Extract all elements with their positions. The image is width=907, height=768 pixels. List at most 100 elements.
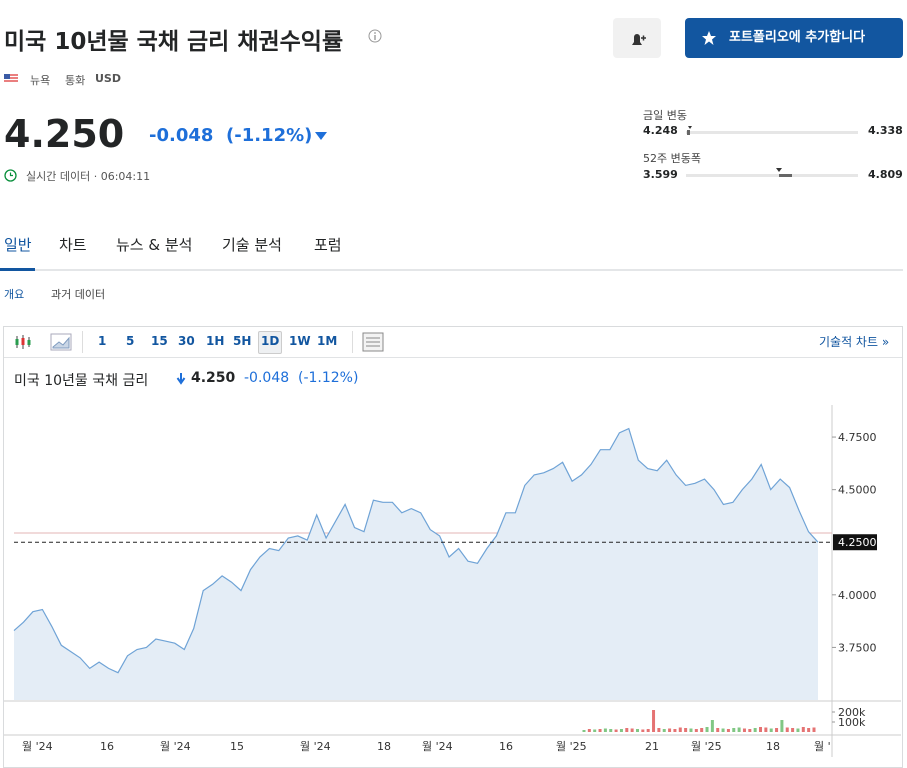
x-tick-label: 16 [499,740,513,753]
interval[interactable]: 1 [98,334,107,348]
volume-tick-label: 100k [838,716,866,729]
y-tick-label: 4.5000 [838,484,877,497]
subtab[interactable]: 과거 데이터 [51,288,106,301]
volume-bar [737,727,741,732]
technical-chart-link[interactable]: 기술적 차트 » [819,335,890,349]
location: 뉴욕 [30,74,51,87]
range-high: 4.809 [868,168,903,181]
interval[interactable]: 1W [289,334,311,348]
tab-underline [0,268,35,271]
line [13,427,819,674]
interval[interactable]: 30 [178,334,195,348]
x-tick-label: 21 [645,740,659,753]
volume-bar [721,728,725,732]
toolbar-rule [4,357,902,358]
interval[interactable]: 15 [151,334,168,348]
chart-title: 미국 10년물 국채 금리 [14,373,149,389]
volume-bar [598,729,602,732]
x-tick-label: 월 '25 [691,740,722,753]
volume-tick-label: 200k [838,706,866,719]
tab-rule [0,269,903,271]
subtab[interactable]: 개요 [4,288,25,301]
interval[interactable]: 1M [317,334,338,348]
range-bar [686,168,858,177]
interval[interactable]: 5 [126,334,135,348]
x-tick-label: 월 '24 [300,740,331,753]
chart-type-icons[interactable] [14,333,78,351]
currency-label: 통화 [65,74,86,87]
area [14,428,818,700]
separator [82,331,83,353]
x-tick-label: 월 ' [814,740,831,753]
range-label: 금일 변동 [643,109,687,122]
volume-bar [812,727,816,732]
volume-bar [764,727,768,732]
price: 4.250 [4,112,125,156]
volume-bar [700,728,704,732]
change-pct: (-1.12%) [226,125,313,146]
x-tick-label: 18 [377,740,391,753]
range-label: 52주 변동폭 [643,152,701,165]
volume-bar [780,720,784,732]
alert-button[interactable] [613,18,661,58]
status: 실시간 데이터 · 06:04:11 [26,170,151,183]
volume-bar [753,728,757,732]
volume-bar [775,728,779,732]
tab[interactable]: 포럼 [314,236,342,254]
chart-price: 4.250 [191,370,236,386]
y-tick-label: 3.7500 [838,641,877,654]
separator [352,331,353,353]
add-portfolio-button[interactable]: 포트폴리오에 추가합니다 [685,18,903,58]
volume-bar [609,729,613,732]
volume-bar [689,728,693,732]
range-low: 4.248 [643,124,678,137]
volume-bar [716,728,720,732]
interval[interactable]: 1H [206,334,225,348]
currency: USD [95,72,121,85]
volume-bar [769,728,773,732]
active-interval [258,331,282,354]
interval[interactable]: 1D [261,334,280,348]
range-bar [686,126,858,135]
volume-bar [625,728,629,732]
volume-bar [742,728,746,732]
tab[interactable]: 기술 분석 [222,236,282,254]
x-tick-label: 18 [766,740,780,753]
tab[interactable]: 일반 [4,236,32,254]
volume-bar [684,728,688,732]
table-icon[interactable] [362,332,384,352]
x-tick-label: 월 '24 [160,740,191,753]
volume-bar [587,729,591,732]
title: 미국 10년물 국채 금리 채권수익률 [4,29,344,55]
volume-bar [582,730,586,732]
tab[interactable]: 뉴스 & 분석 [116,236,193,254]
x-tick-label: 월 '25 [556,740,587,753]
volume-bar [630,728,634,732]
volume-bar [678,727,682,732]
range-high: 4.338 [868,124,903,137]
down-icon [176,373,186,385]
volume-bar [726,729,730,732]
interval[interactable]: 5H [233,334,252,348]
tab[interactable]: 차트 [59,236,87,254]
y-tick-label: 4.0000 [838,589,877,602]
x-tick-label: 월 '24 [22,740,53,753]
down-arrow [315,132,327,140]
volume-bar [657,728,661,732]
y-tick-label: 4.7500 [838,431,877,444]
volume-bar [807,728,811,732]
volume-bar [641,729,645,732]
volume-bar [619,729,623,732]
last-price-label: 4.2500 [838,536,877,549]
volume-bar [603,728,607,732]
x-tick-label: 16 [100,740,114,753]
volume-bar [668,728,672,732]
volume-bar [710,720,714,732]
x-tick-label: 월 '24 [422,740,453,753]
info-icon[interactable] [368,29,382,43]
volume-bar [759,727,763,732]
volume-bar [614,729,618,732]
range-low: 3.599 [643,168,678,181]
